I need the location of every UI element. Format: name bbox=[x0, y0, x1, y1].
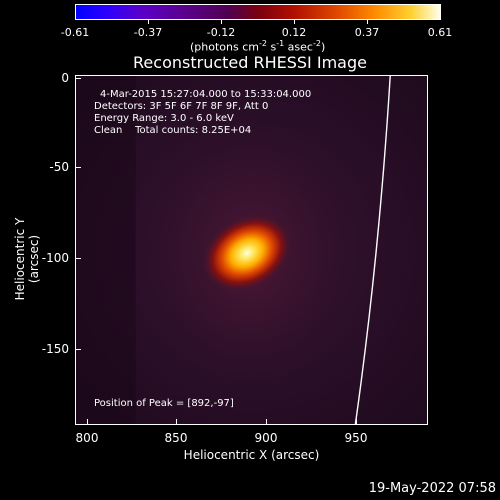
colorbar-tickmark bbox=[221, 19, 222, 24]
y-tick-label: -100 bbox=[41, 251, 69, 265]
x-tickmark bbox=[176, 419, 177, 425]
y-tickmark bbox=[75, 167, 81, 168]
x-tick-label: 900 bbox=[254, 431, 278, 445]
method-counts-text: Clean Total counts: 8.25E+04 bbox=[94, 125, 252, 136]
solar-limb bbox=[354, 76, 391, 424]
x-tick-label: 950 bbox=[344, 431, 368, 445]
colorbar-tickmark bbox=[294, 19, 295, 24]
peak-position-text: Position of Peak = [892,-97] bbox=[94, 398, 234, 409]
colorbar-tick-label: 0.37 bbox=[354, 26, 380, 39]
x-tick-label: 850 bbox=[164, 431, 188, 445]
date-stamp: 19-May-2022 07:58 bbox=[368, 481, 496, 496]
energy-range-text: Energy Range: 3.0 - 6.0 keV bbox=[94, 113, 234, 124]
x-tickmark bbox=[87, 419, 88, 425]
detectors-text: Detectors: 3F 5F 6F 7F 8F 9F, Att 0 bbox=[94, 101, 269, 112]
x-tick-label: 800 bbox=[75, 431, 99, 445]
y-tickmark bbox=[75, 349, 81, 350]
colorbar-tick-label: -0.61 bbox=[60, 26, 90, 39]
y-tickmark bbox=[75, 258, 81, 259]
y-axis-label: Heliocentric Y (arcsec) bbox=[13, 217, 41, 301]
colorbar-tick-label: 0.12 bbox=[281, 26, 307, 39]
image-dark-region bbox=[76, 76, 136, 424]
y-tick-label: 0 bbox=[61, 71, 69, 85]
y-tick-label: -50 bbox=[49, 160, 69, 174]
x-tickmark bbox=[356, 419, 357, 425]
colorbar-tickmark bbox=[148, 19, 149, 24]
time-range-text: 4-Mar-2015 15:27:04.000 to 15:33:04.000 bbox=[100, 89, 312, 100]
x-axis-label: Heliocentric X (arcsec) bbox=[183, 448, 320, 462]
x-tickmark bbox=[266, 419, 267, 425]
y-tick-label: -150 bbox=[41, 342, 69, 356]
flare-source bbox=[201, 213, 293, 293]
y-tickmark bbox=[75, 78, 81, 79]
plot-title: Reconstructed RHESSI Image bbox=[133, 53, 367, 72]
colorbar-tick-label: 0.61 bbox=[427, 26, 453, 39]
colorbar-units: (photons cm-2 s-1 asec-2) bbox=[190, 39, 326, 54]
colorbar-tick-label: -0.12 bbox=[206, 26, 236, 39]
colorbar-tick-label: -0.37 bbox=[133, 26, 163, 39]
colorbar bbox=[75, 4, 441, 20]
rhessi-image bbox=[76, 76, 427, 424]
image-plot bbox=[75, 75, 428, 425]
colorbar-tickmark bbox=[367, 19, 368, 24]
